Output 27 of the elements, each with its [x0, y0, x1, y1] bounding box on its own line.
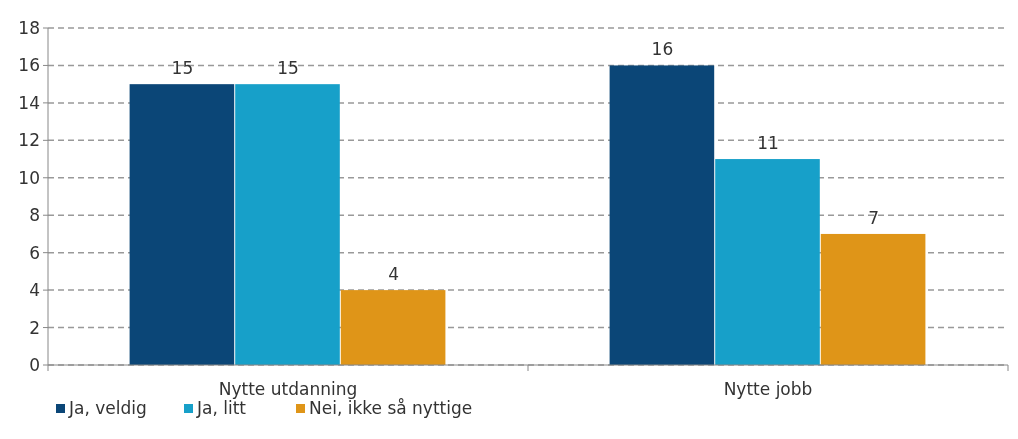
bar — [340, 290, 446, 365]
y-tick-label: 16 — [18, 55, 40, 76]
y-tick-label: 14 — [18, 92, 40, 113]
y-tick-label: 10 — [18, 167, 40, 188]
y-tick-label: 18 — [18, 17, 40, 38]
data-label: 16 — [651, 39, 674, 60]
y-tick-label: 8 — [29, 205, 40, 226]
data-label: 15 — [171, 58, 194, 79]
legend-label: Ja, veldig — [68, 398, 147, 418]
data-label: 4 — [388, 264, 400, 285]
legend-label: Ja, litt — [196, 398, 247, 418]
data-label: 15 — [277, 58, 299, 79]
x-tick-label: Nytte jobb — [723, 379, 813, 399]
data-label: 11 — [757, 133, 779, 154]
x-tick-label: Nytte utdanning — [218, 379, 358, 399]
bar — [129, 84, 235, 365]
data-label: 7 — [868, 207, 880, 228]
legend-label: Nei, ikke så nyttige — [309, 398, 473, 418]
bar — [820, 233, 926, 365]
y-tick-label: 0 — [29, 354, 40, 375]
y-tick-label: 2 — [29, 317, 40, 338]
y-tick-label: 6 — [29, 242, 40, 263]
y-tick-label: 12 — [18, 130, 40, 151]
bar — [715, 159, 820, 365]
y-tick-label: 4 — [29, 280, 40, 301]
bar — [235, 84, 340, 365]
bar — [609, 65, 715, 365]
